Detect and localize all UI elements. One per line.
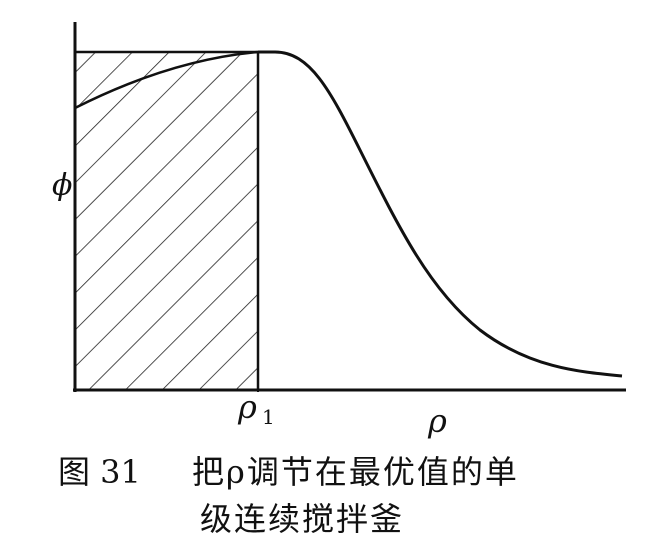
caption-line: 把ρ调节在最优值的单 bbox=[192, 453, 519, 491]
inner-curve bbox=[74, 50, 259, 110]
figure-number: 图 31 bbox=[58, 453, 141, 491]
x-label: ρ bbox=[427, 402, 447, 440]
curve bbox=[258, 50, 623, 378]
hatched-region bbox=[73, 50, 260, 392]
y-label: ϕ bbox=[52, 168, 72, 203]
marker-label: ρ bbox=[237, 388, 257, 426]
marker-subscript: 1 bbox=[262, 405, 275, 429]
caption-line: 级连续搅拌釜 bbox=[200, 500, 404, 538]
